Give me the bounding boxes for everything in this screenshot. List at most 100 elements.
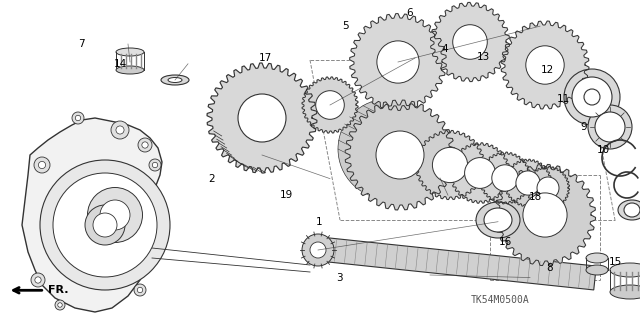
Ellipse shape: [168, 78, 182, 83]
Polygon shape: [308, 236, 596, 290]
Ellipse shape: [578, 83, 606, 111]
Text: 5: 5: [342, 21, 349, 31]
Ellipse shape: [418, 133, 482, 197]
Ellipse shape: [618, 200, 640, 220]
Ellipse shape: [484, 208, 512, 232]
Ellipse shape: [476, 202, 520, 238]
Text: 17: 17: [259, 53, 272, 63]
Ellipse shape: [584, 89, 600, 105]
Polygon shape: [415, 130, 484, 199]
Polygon shape: [302, 77, 358, 133]
Text: 8: 8: [546, 263, 552, 273]
Circle shape: [31, 273, 45, 287]
Ellipse shape: [506, 161, 550, 205]
Text: 16: 16: [499, 237, 512, 248]
Ellipse shape: [624, 203, 640, 217]
Ellipse shape: [528, 168, 568, 208]
Ellipse shape: [238, 94, 286, 142]
Ellipse shape: [481, 154, 529, 202]
Polygon shape: [479, 152, 531, 204]
Circle shape: [116, 126, 124, 134]
Ellipse shape: [595, 112, 625, 142]
Text: 14: 14: [114, 59, 127, 69]
Circle shape: [55, 300, 65, 310]
Text: 19: 19: [280, 190, 293, 200]
Ellipse shape: [304, 79, 356, 131]
Circle shape: [58, 303, 62, 307]
Ellipse shape: [516, 171, 540, 195]
Ellipse shape: [212, 68, 312, 168]
Ellipse shape: [116, 66, 144, 74]
Ellipse shape: [505, 25, 585, 105]
Ellipse shape: [492, 165, 518, 191]
Text: 2: 2: [208, 174, 214, 184]
Polygon shape: [501, 21, 589, 109]
Circle shape: [134, 284, 146, 296]
Polygon shape: [504, 159, 552, 207]
Text: 9: 9: [580, 122, 587, 132]
Circle shape: [34, 157, 50, 173]
Polygon shape: [207, 63, 317, 173]
Circle shape: [149, 159, 161, 171]
Ellipse shape: [499, 169, 591, 261]
Ellipse shape: [310, 242, 326, 258]
Text: 3: 3: [336, 272, 342, 283]
Ellipse shape: [572, 77, 612, 117]
Ellipse shape: [610, 285, 640, 299]
Ellipse shape: [116, 48, 144, 56]
Circle shape: [138, 138, 152, 152]
Text: 13: 13: [477, 52, 490, 63]
Polygon shape: [349, 14, 446, 110]
Ellipse shape: [526, 46, 564, 84]
Circle shape: [93, 213, 117, 237]
Ellipse shape: [452, 25, 487, 59]
Polygon shape: [431, 3, 509, 82]
Ellipse shape: [586, 265, 608, 275]
Ellipse shape: [376, 131, 424, 179]
Text: 4: 4: [442, 44, 448, 55]
Ellipse shape: [465, 158, 495, 189]
Circle shape: [40, 160, 170, 290]
Ellipse shape: [434, 6, 506, 78]
Circle shape: [111, 121, 129, 139]
Text: FR.: FR.: [47, 285, 68, 295]
Ellipse shape: [88, 188, 143, 242]
Circle shape: [38, 161, 45, 169]
Polygon shape: [527, 167, 570, 210]
Ellipse shape: [377, 41, 419, 83]
Polygon shape: [345, 100, 455, 210]
Ellipse shape: [302, 234, 334, 266]
Ellipse shape: [564, 69, 620, 125]
Polygon shape: [450, 143, 510, 203]
Circle shape: [85, 205, 125, 245]
Circle shape: [53, 173, 157, 277]
Text: 10: 10: [596, 145, 609, 155]
Circle shape: [76, 115, 81, 121]
Polygon shape: [495, 165, 596, 265]
Ellipse shape: [523, 193, 567, 237]
Text: TK54M0500A: TK54M0500A: [470, 295, 529, 305]
Text: 1: 1: [316, 217, 322, 227]
Text: 6: 6: [406, 8, 413, 18]
Ellipse shape: [586, 253, 608, 263]
Ellipse shape: [100, 200, 130, 230]
Circle shape: [35, 277, 41, 283]
Text: 12: 12: [541, 65, 554, 75]
Circle shape: [152, 162, 157, 168]
Ellipse shape: [610, 263, 640, 277]
Ellipse shape: [161, 75, 189, 85]
Text: 15: 15: [609, 256, 622, 267]
Ellipse shape: [338, 99, 438, 199]
Ellipse shape: [316, 91, 344, 119]
Circle shape: [142, 142, 148, 148]
Ellipse shape: [452, 145, 508, 201]
Circle shape: [138, 287, 143, 293]
Ellipse shape: [588, 105, 632, 149]
Text: 18: 18: [529, 192, 541, 202]
Ellipse shape: [537, 177, 559, 199]
Polygon shape: [22, 118, 162, 312]
Circle shape: [72, 112, 84, 124]
Text: 7: 7: [79, 39, 85, 49]
Ellipse shape: [354, 18, 442, 106]
Ellipse shape: [433, 147, 468, 182]
